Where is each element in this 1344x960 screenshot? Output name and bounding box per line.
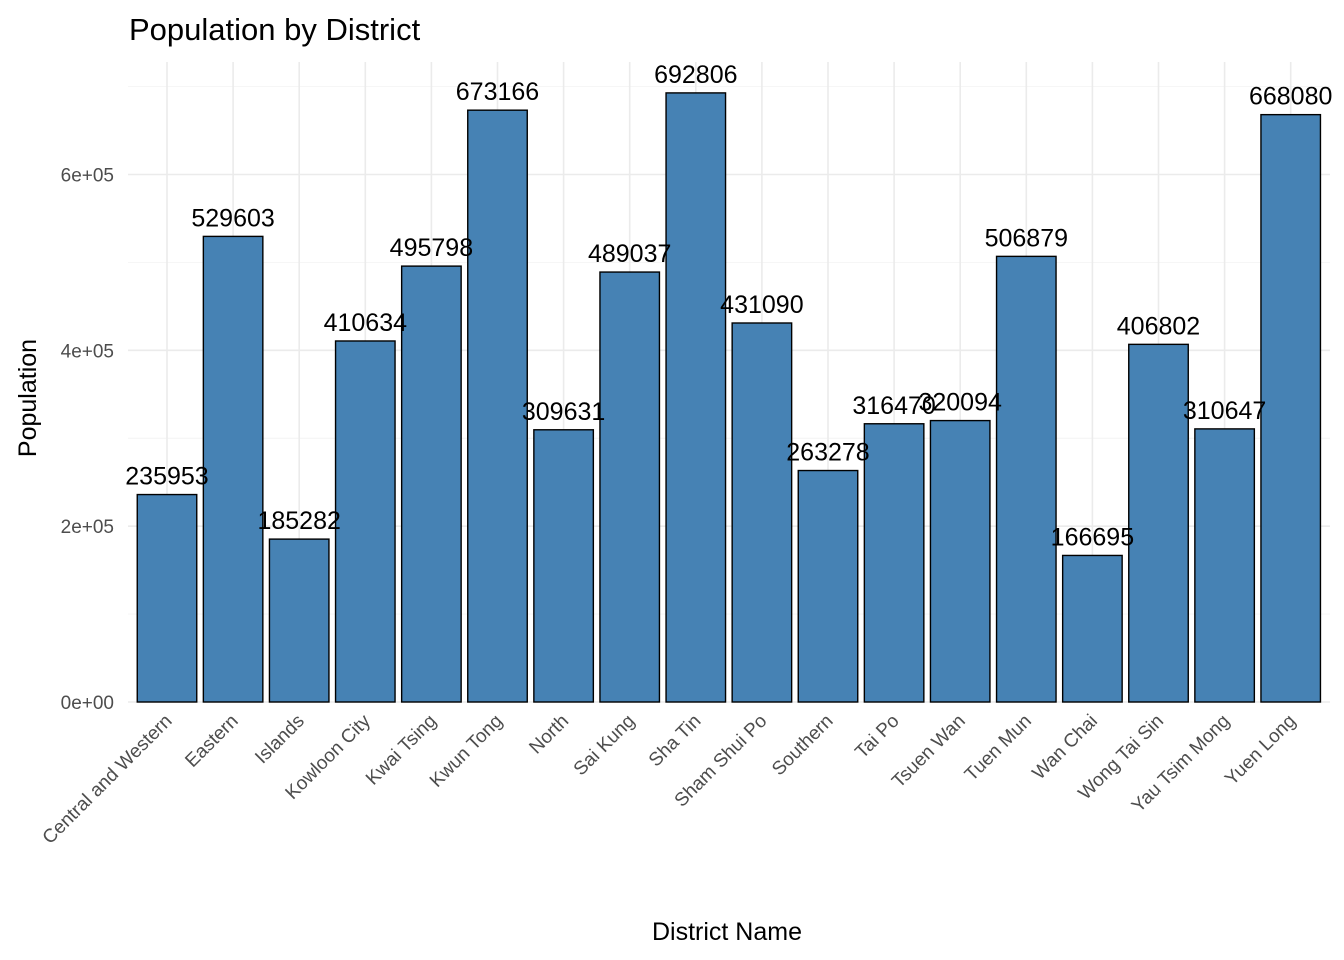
- x-axis-title: District Name: [652, 918, 802, 946]
- bar: [202, 235, 264, 703]
- data-label: 166695: [1051, 523, 1134, 551]
- bar: [665, 92, 727, 703]
- bar: [1194, 428, 1256, 703]
- data-label: 668080: [1249, 83, 1332, 111]
- y-tick-label: 0e+00: [61, 693, 114, 714]
- bar: [1061, 554, 1123, 703]
- bar: [929, 419, 991, 703]
- bar: [136, 493, 198, 703]
- bar: [599, 271, 661, 703]
- x-tick-label: Islands: [251, 711, 308, 768]
- data-label: 692806: [654, 61, 737, 89]
- bar: [797, 469, 859, 703]
- data-label: 406802: [1117, 312, 1200, 340]
- x-tick-label: Yuen Long: [1221, 711, 1300, 790]
- bar: [533, 429, 595, 703]
- x-tick-label: Central and Western: [39, 711, 177, 849]
- bar: [731, 322, 793, 703]
- x-tick-label: Southern: [768, 711, 837, 780]
- bar: [1128, 343, 1189, 703]
- data-label: 506879: [985, 224, 1068, 252]
- y-axis-tick-labels: 0e+00 2e+05 4e+05 6e+05: [61, 166, 114, 715]
- bar: [863, 423, 925, 703]
- bar: [334, 340, 396, 703]
- data-label: 185282: [257, 507, 340, 535]
- data-label: 310647: [1183, 397, 1266, 425]
- bar: [400, 265, 462, 703]
- x-tick-label: North: [525, 711, 573, 759]
- data-labels: 235953 529603 185282 410634 495798 673166 3096…: [125, 61, 1332, 552]
- bar: [268, 538, 330, 703]
- x-tick-label: Tuen Mun: [961, 711, 1036, 786]
- data-label: 529603: [191, 204, 274, 232]
- x-tick-label: Sha Tin: [645, 711, 705, 771]
- data-label: 309631: [522, 398, 605, 426]
- data-label: 495798: [390, 234, 473, 262]
- x-tick-label: Tai Po: [851, 711, 903, 763]
- data-label: 263278: [786, 439, 869, 467]
- data-label: 320094: [918, 389, 1002, 417]
- data-label: 489037: [588, 240, 671, 268]
- bar: [1260, 113, 1322, 703]
- y-axis-title: Population: [14, 339, 42, 457]
- data-label: 235953: [125, 463, 208, 491]
- data-label: 410634: [324, 309, 408, 337]
- data-label: 673166: [456, 78, 539, 106]
- data-label: 316470: [852, 392, 935, 420]
- data-label: 431090: [720, 291, 803, 319]
- y-tick-label: 2e+05: [61, 517, 114, 538]
- x-tick-label: Sai Kung: [570, 711, 639, 780]
- x-axis-tick-labels: Central and Western Eastern IslandsKowloon…: [39, 710, 1301, 848]
- bar: [995, 255, 1057, 703]
- x-tick-label: Eastern: [181, 711, 242, 772]
- bar: [467, 109, 528, 703]
- y-tick-label: 4e+05: [61, 341, 114, 362]
- chart-title: Population by District: [129, 12, 421, 47]
- bars: [136, 92, 1322, 703]
- y-tick-label: 6e+05: [61, 166, 114, 187]
